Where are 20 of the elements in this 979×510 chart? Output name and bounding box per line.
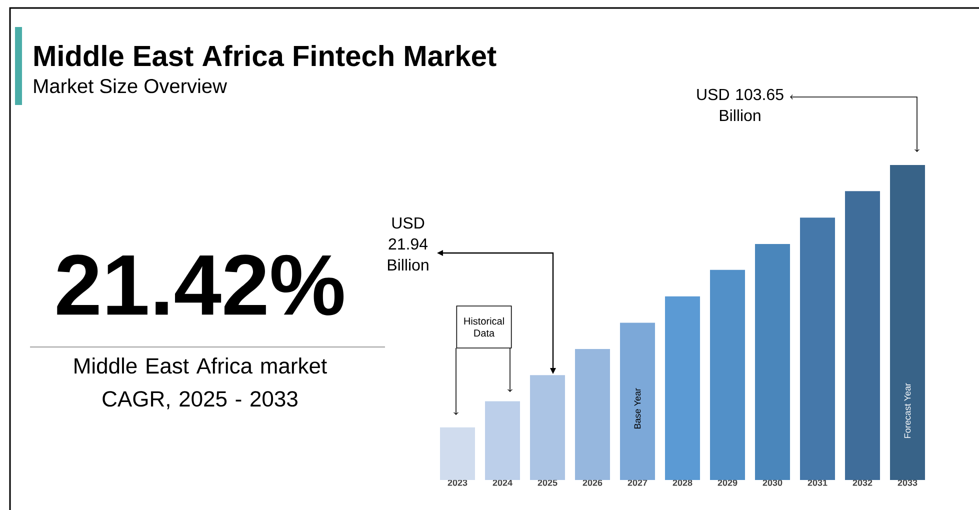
bar bbox=[755, 244, 790, 480]
bar bbox=[485, 401, 520, 480]
text: 21.42% bbox=[57, 254, 344, 316]
text: Middle East Africa market CAGR, 2025 - 2033 bbox=[74, 358, 327, 410]
annotation: Historical Data bbox=[464, 317, 504, 337]
text: USD 21.94 Billion bbox=[388, 217, 428, 271]
bar bbox=[665, 296, 700, 480]
bar bbox=[530, 375, 566, 480]
chart-title: Middle East Africa Fintech Market bbox=[34, 44, 496, 66]
annotation: Forecast Year bbox=[904, 383, 911, 438]
bar bbox=[710, 270, 746, 480]
bar bbox=[890, 164, 925, 480]
bar bbox=[620, 322, 656, 480]
bar bbox=[845, 191, 880, 480]
annotation: Base Year bbox=[634, 388, 641, 428]
text: Market Size Overview bbox=[34, 78, 228, 94]
bar bbox=[800, 218, 836, 480]
bar bbox=[440, 427, 476, 480]
text: USD 103.65 Billion bbox=[697, 88, 784, 122]
bar bbox=[575, 348, 610, 480]
